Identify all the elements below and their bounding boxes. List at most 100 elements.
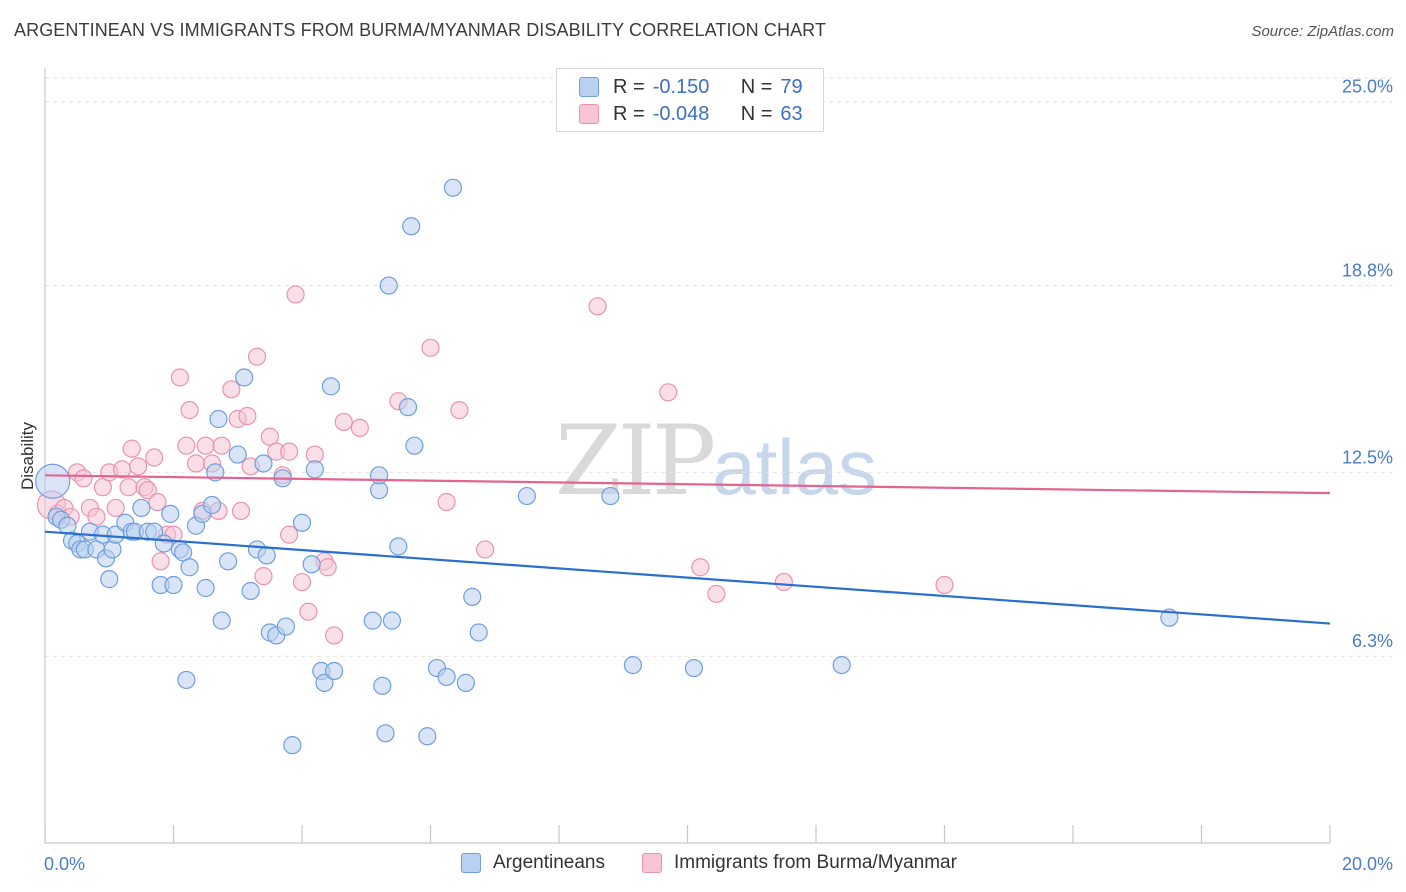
legend-r-value: -0.150 — [652, 75, 710, 98]
data-point-argentineans — [276, 617, 296, 636]
data-point-argentineans — [154, 534, 173, 553]
data-point-burma — [707, 584, 726, 604]
legend-r-label: R = — [613, 75, 645, 98]
data-point-argentineans — [305, 460, 324, 479]
data-point-argentineans — [100, 570, 119, 589]
source-label: Source: ZipAtlas.com — [1251, 23, 1394, 40]
data-point-argentineans — [373, 676, 392, 695]
legend-n-value: 63 — [780, 102, 803, 125]
data-point-argentineans — [325, 661, 344, 681]
y-tick-label: 6.3% — [1352, 631, 1393, 651]
watermark-atlas: atlas — [712, 423, 877, 511]
series-legend-burma[interactable]: Immigrants from Burma/Myanmar — [642, 852, 957, 874]
data-point-argentineans — [212, 611, 231, 630]
data-point-argentineans — [379, 276, 398, 295]
series-legend-swatch-blue — [461, 853, 481, 873]
data-point-argentineans — [228, 445, 247, 464]
data-point-argentineans — [177, 670, 196, 690]
data-point-burma — [476, 540, 495, 559]
data-point-argentineans — [623, 655, 642, 675]
legend-swatch-blue — [579, 77, 599, 97]
data-point-argentineans — [418, 727, 437, 746]
data-point-burma — [177, 436, 196, 455]
series-legend-swatch-pink — [642, 853, 662, 873]
tick-labels: 6.3% 12.5% 18.8% 25.0% 0.0% 20.0% — [44, 77, 1393, 874]
series-blue-points — [35, 178, 1179, 755]
data-point-burma — [280, 442, 299, 461]
data-point-burma — [691, 558, 710, 577]
data-point-argentineans — [601, 486, 620, 506]
data-point-argentineans — [370, 466, 389, 485]
y-tick-label: 25.0% — [1342, 77, 1393, 97]
data-point-argentineans — [132, 498, 151, 518]
data-point-burma — [119, 478, 138, 497]
data-point-burma — [254, 567, 273, 586]
data-point-argentineans — [315, 673, 334, 692]
data-point-burma — [588, 297, 607, 316]
data-point-argentineans — [517, 486, 536, 506]
legend-row-burma: R = -0.048 N = 63 — [579, 101, 803, 127]
data-point-argentineans — [402, 217, 421, 236]
data-point-argentineans — [209, 409, 228, 429]
legend-n-value: 79 — [780, 75, 803, 98]
data-point-argentineans — [196, 578, 215, 598]
series-legend-argentineans[interactable]: Argentineans — [461, 852, 605, 874]
data-point-burma — [450, 400, 469, 420]
data-point-burma — [170, 368, 190, 387]
x-tick-label: 0.0% — [44, 854, 85, 874]
data-point-argentineans — [292, 513, 312, 532]
data-point-argentineans — [684, 658, 704, 678]
data-point-argentineans — [103, 540, 122, 559]
data-point-argentineans — [321, 377, 341, 396]
data-point-burma — [280, 525, 299, 544]
legend-r-value: -0.048 — [652, 102, 710, 125]
data-point-argentineans — [405, 436, 424, 455]
data-point-argentineans — [456, 673, 475, 692]
data-point-argentineans — [469, 623, 488, 642]
data-point-burma — [774, 572, 793, 592]
data-point-argentineans — [302, 555, 321, 574]
data-point-burma — [129, 457, 148, 476]
series-legend-label: Immigrants from Burma/Myanmar — [674, 852, 957, 873]
data-point-argentineans — [164, 575, 183, 595]
legend-swatch-pink — [579, 104, 599, 124]
axes — [44, 68, 1331, 844]
data-point-burma — [122, 439, 141, 458]
data-point-burma — [106, 498, 125, 518]
x-tick-label: 20.0% — [1342, 854, 1393, 874]
data-point-argentineans — [257, 546, 276, 565]
data-point-burma — [318, 558, 337, 577]
data-point-burma — [180, 400, 199, 420]
data-point-argentineans — [254, 454, 273, 473]
data-point-argentineans — [219, 552, 238, 571]
data-point-argentineans — [202, 495, 222, 515]
grid-lines — [45, 77, 1392, 657]
legend-n-label: N = — [740, 102, 773, 125]
data-point-argentineans — [443, 178, 463, 197]
data-point-argentineans — [389, 537, 408, 556]
data-point-argentineans — [376, 724, 395, 743]
series-legend-label: Argentineans — [493, 852, 605, 873]
data-point-burma — [299, 602, 318, 621]
correlation-legend: R = -0.150 N = 79 R = -0.048 N = 63 — [556, 68, 824, 132]
data-point-burma — [437, 492, 456, 512]
data-point-burma — [421, 338, 440, 357]
watermark: ZIPatlas — [555, 405, 877, 517]
data-point-burma — [145, 448, 164, 467]
data-point-burma — [292, 572, 312, 592]
data-point-burma — [238, 406, 257, 426]
data-point-argentineans — [832, 655, 851, 675]
trend-line-argentineans — [44, 530, 1331, 625]
data-point-argentineans — [463, 587, 482, 606]
data-point-argentineans — [180, 558, 199, 577]
legend-r-label: R = — [613, 102, 645, 125]
data-point-burma — [659, 383, 678, 402]
data-point-burma — [247, 347, 267, 366]
data-point-argentineans — [382, 611, 402, 630]
data-point-argentineans — [161, 504, 180, 523]
data-point-burma — [222, 380, 241, 399]
y-tick-label: 18.8% — [1342, 261, 1393, 281]
data-point-argentineans — [241, 581, 260, 601]
data-point-argentineans — [35, 463, 71, 499]
